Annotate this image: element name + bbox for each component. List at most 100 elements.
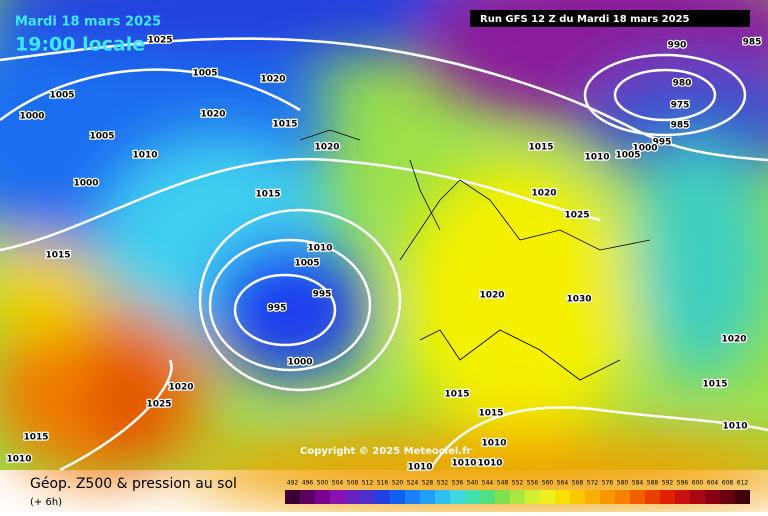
isobar-label: 1010 [477, 459, 502, 469]
legend-swatch [630, 490, 645, 504]
isobar-label: 1005 [49, 91, 74, 101]
isobar-lines [0, 37, 768, 472]
legend-swatch [555, 490, 570, 504]
isobar-label: 995 [653, 138, 672, 148]
legend-label: 512 [362, 480, 374, 487]
copyright: Copyright © 2025 Meteociel.fr [300, 446, 471, 457]
legend-swatch [345, 490, 360, 504]
isobar-label: 1025 [146, 400, 171, 410]
legend-label: 612 [737, 480, 749, 487]
legend-swatch [600, 490, 615, 504]
legend-swatch [420, 490, 435, 504]
isobar-label: 1010 [407, 463, 432, 473]
legend-label: 552 [512, 480, 524, 487]
isobar-label: 1005 [192, 69, 217, 79]
isobar-label: 1015 [255, 190, 280, 200]
legend-swatch [690, 490, 705, 504]
isobar-label: 985 [671, 121, 690, 131]
isobar-label: 1020 [721, 335, 746, 345]
run-banner [470, 10, 750, 27]
isobar-label: 1005 [294, 259, 319, 269]
legend-label: 596 [677, 480, 689, 487]
isobar-label: 1025 [147, 36, 172, 46]
isobar-label: 1020 [479, 291, 504, 301]
isobar-label: 1010 [722, 422, 747, 432]
isobar-label: 1015 [45, 251, 70, 261]
coastlines [299, 129, 651, 381]
legend-swatch [570, 490, 585, 504]
legend-swatch [675, 490, 690, 504]
legend-label: 504 [332, 480, 344, 487]
legend-swatch [450, 490, 465, 504]
legend-label: 608 [722, 480, 734, 487]
isobar-label: 1015 [444, 390, 469, 400]
isobar-label: 1015 [272, 120, 297, 130]
isobar-label: 1005 [615, 151, 640, 161]
legend-swatch [405, 490, 420, 504]
isobar-label: 975 [671, 101, 690, 111]
isobar-label: 1010 [451, 459, 476, 469]
legend-swatch [435, 490, 450, 504]
isobar-label: 1010 [481, 439, 506, 449]
isobar-label: 1030 [566, 295, 591, 305]
legend-label: 556 [527, 480, 539, 487]
legend-label: 524 [407, 480, 419, 487]
legend-label: 508 [347, 480, 359, 487]
legend-swatch [360, 490, 375, 504]
isobar-label: 1010 [584, 153, 609, 163]
legend-swatch [615, 490, 630, 504]
date-label: Mardi 18 mars 2025 [15, 15, 161, 30]
legend-label: 564 [557, 480, 569, 487]
isobar-label: 1010 [6, 455, 31, 465]
legend-swatch [375, 490, 390, 504]
legend-label: 548 [497, 480, 509, 487]
legend-label: 492 [287, 480, 299, 487]
isobar-label: 1000 [73, 179, 98, 189]
legend-swatch [525, 490, 540, 504]
legend-label: 496 [302, 480, 314, 487]
legend-swatch [540, 490, 555, 504]
legend-label: 592 [662, 480, 674, 487]
isobar-label: 1025 [564, 211, 589, 221]
legend-swatch [285, 490, 300, 504]
legend-label: 500 [317, 480, 329, 487]
legend-label: 604 [707, 480, 719, 487]
isobar-label: 1010 [132, 151, 157, 161]
legend-swatch [330, 490, 345, 504]
legend-swatch [705, 490, 720, 504]
legend-swatch [315, 490, 330, 504]
isobar-label: 1015 [23, 433, 48, 443]
legend-label: 520 [392, 480, 404, 487]
legend-label: 540 [467, 480, 479, 487]
isobar-label: 1020 [531, 189, 556, 199]
isobar-label: 1015 [478, 409, 503, 419]
legend-label: 544 [482, 480, 494, 487]
legend-swatch [720, 490, 735, 504]
isobar-label: 980 [673, 79, 692, 89]
isobar-label: 1020 [314, 143, 339, 153]
legend-label: 584 [632, 480, 644, 487]
legend-swatch [510, 490, 525, 504]
legend-label: 580 [617, 480, 629, 487]
legend-label: 516 [377, 480, 389, 487]
legend-swatch [465, 490, 480, 504]
legend-swatch [300, 490, 315, 504]
isobar-label: 995 [313, 290, 332, 300]
legend-swatch [585, 490, 600, 504]
footer-title: Géop. Z500 & pression au sol [30, 476, 237, 492]
legend-label: 560 [542, 480, 554, 487]
isobar-label: 990 [668, 41, 687, 51]
legend-swatch [645, 490, 660, 504]
legend-label: 572 [587, 480, 599, 487]
time-label: 19:00 locale [15, 34, 145, 56]
legend-swatch [495, 490, 510, 504]
isobar-label: 995 [268, 304, 287, 314]
legend-label: 532 [437, 480, 449, 487]
legend-label: 576 [602, 480, 614, 487]
legend-label: 536 [452, 480, 464, 487]
isobar-label: 985 [743, 38, 762, 48]
isobar-label: 1000 [632, 144, 657, 154]
legend-swatch [390, 490, 405, 504]
